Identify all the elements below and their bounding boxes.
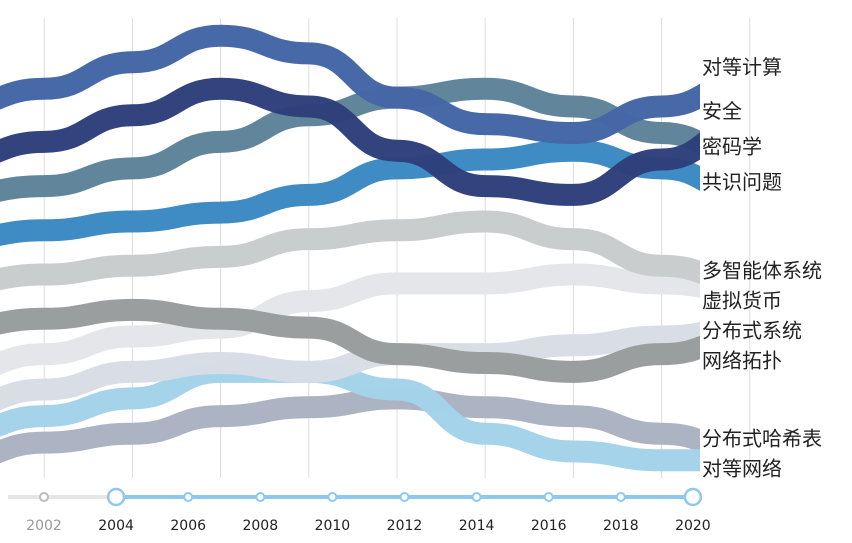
ribbons [0, 24, 750, 472]
series-ribbon-1[interactable] [0, 360, 750, 472]
timeline-label-2018: 2018 [603, 518, 639, 534]
series-ribbon-3[interactable] [0, 263, 750, 375]
timeline-label-2010: 2010 [315, 518, 351, 534]
series-ribbon-5[interactable] [0, 210, 750, 291]
series-label-3: 虚拟货币 [702, 288, 782, 312]
timeline-dot-2018[interactable] [615, 492, 626, 502]
timeline-label-2012: 2012 [387, 518, 423, 534]
timeline-label-2014: 2014 [459, 518, 495, 534]
timeline-dot-2016[interactable] [543, 492, 554, 502]
series-label-2: 分布式系统 [702, 318, 802, 342]
series-ribbon-2[interactable] [0, 321, 750, 411]
timeline-label-2002: 2002 [26, 518, 62, 534]
timeline-label-2006: 2006 [170, 518, 206, 534]
timeline-dots[interactable] [39, 487, 703, 507]
series-label-8: 安全 [702, 99, 742, 123]
series-labels: 对等计算安全密码学共识问题多智能体系统虚拟货币分布式系统网络拓扑分布式哈希表对等… [702, 55, 822, 481]
series-label-6: 共识问题 [702, 170, 782, 194]
timeline-dot-2010[interactable] [327, 492, 338, 502]
timeline-labels: 2002 2004 2006 2008 2010 2012 2014 2016 2018 2020 [26, 518, 711, 534]
series-ribbon-8[interactable] [0, 77, 750, 206]
timeline-label-2020: 2020 [675, 518, 711, 534]
series-label-7: 密码学 [702, 135, 762, 159]
timeline-label-2016: 2016 [531, 518, 567, 534]
timeline-dot-2002[interactable] [39, 492, 49, 502]
timeline-slider[interactable]: 2002 2004 2006 2008 2010 2012 2014 2016 2018 2020 [8, 487, 711, 534]
timeline-dot-2012[interactable] [399, 492, 410, 502]
series-label-1: 对等网络 [702, 457, 782, 481]
timeline-label-2004: 2004 [98, 518, 134, 534]
timeline-dot-2006[interactable] [183, 492, 194, 502]
series-label-9: 对等计算 [702, 55, 782, 79]
timeline-label-2008: 2008 [242, 518, 278, 534]
series-ribbon-9[interactable] [0, 24, 750, 144]
series-label-0: 分布式哈希表 [702, 427, 822, 451]
series-label-5: 多智能体系统 [702, 258, 822, 282]
timeline-dot-2004[interactable] [106, 487, 126, 507]
series-label-4: 网络拓扑 [702, 348, 782, 372]
timeline-dot-2020[interactable] [683, 487, 703, 507]
series-ribbon-4[interactable] [0, 298, 750, 383]
series-ribbon-0[interactable] [0, 387, 750, 464]
timeline-dot-2014[interactable] [471, 492, 482, 502]
timeline-dot-2008[interactable] [255, 492, 266, 502]
